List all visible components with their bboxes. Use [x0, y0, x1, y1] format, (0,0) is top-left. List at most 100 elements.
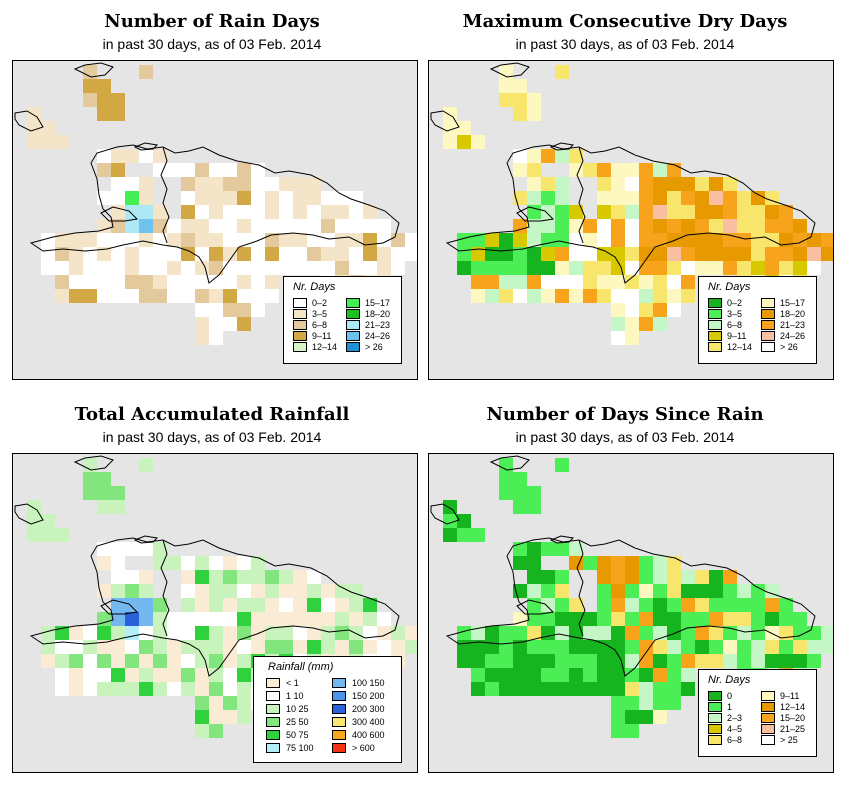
grid-cell [737, 626, 751, 640]
legend-label: 0 [727, 691, 733, 701]
grid-cell [195, 219, 209, 233]
grid-cell [541, 233, 555, 247]
grid-cell [695, 584, 709, 598]
grid-cell [223, 177, 237, 191]
grid-cell [349, 219, 363, 233]
grid-cell [209, 626, 223, 640]
legend-swatch [708, 320, 722, 330]
grid-cell [279, 205, 293, 219]
grid-cell [377, 612, 391, 626]
grid-cell [209, 205, 223, 219]
grid-cell [167, 556, 181, 570]
grid-cell [541, 247, 555, 261]
grid-cell [279, 261, 293, 275]
grid-cell [223, 163, 237, 177]
grid-cell [667, 247, 681, 261]
grid-cell [653, 275, 667, 289]
grid-cell [125, 191, 139, 205]
cuba-tip-outline [14, 110, 44, 132]
legend-label: 15–17 [365, 298, 391, 308]
grid-cell [513, 682, 527, 696]
grid-cell [457, 654, 471, 668]
grid-cell [513, 219, 527, 233]
grid-cell [625, 612, 639, 626]
legend-swatch [708, 724, 722, 734]
grid-cell [181, 612, 195, 626]
grid-cell [237, 696, 251, 710]
grid-cell [499, 79, 513, 93]
legend-swatch [332, 704, 346, 714]
grid-cell [765, 654, 779, 668]
grid-cell [69, 233, 83, 247]
grid-cell [307, 247, 321, 261]
grid-cell [335, 191, 349, 205]
grid-cell [223, 317, 237, 331]
legend-swatch [761, 735, 775, 745]
grid-cell [765, 219, 779, 233]
grid-cell [639, 191, 653, 205]
grid-cell [209, 289, 223, 303]
grid-cell [555, 219, 569, 233]
grid-cell [237, 682, 251, 696]
grid-cell [111, 93, 125, 107]
grid-cell [499, 654, 513, 668]
grid-cell [97, 247, 111, 261]
grid-cell [765, 640, 779, 654]
grid-cell [139, 542, 153, 556]
grid-cell [597, 584, 611, 598]
grid-cell [111, 640, 125, 654]
legend-label: 25 50 [286, 717, 309, 727]
grid-cell [555, 233, 569, 247]
grid-cell [793, 247, 807, 261]
grid-cell [125, 570, 139, 584]
grid-cell [485, 233, 499, 247]
cuba-tip-outline [14, 503, 44, 525]
grid-cell [251, 219, 265, 233]
grid-cell [265, 598, 279, 612]
grid-cell [209, 275, 223, 289]
grid-cell [237, 668, 251, 682]
grid-cell [265, 275, 279, 289]
grid-cell [681, 261, 695, 275]
grid-cell [195, 205, 209, 219]
legend-swatch [293, 298, 307, 308]
grid-cell [471, 135, 485, 149]
grid-cell [237, 640, 251, 654]
grid-cell [209, 317, 223, 331]
grid-cell [639, 275, 653, 289]
grid-cell [765, 598, 779, 612]
grid-cell [167, 612, 181, 626]
grid-cell [279, 626, 293, 640]
grid-cell [597, 163, 611, 177]
grid-cell [391, 640, 405, 654]
legend-swatch [266, 691, 280, 701]
cuba-tip-outline [430, 503, 460, 525]
grid-cell [167, 275, 181, 289]
grid-cell [181, 289, 195, 303]
legend-swatch [761, 342, 775, 352]
grid-cell [569, 275, 583, 289]
grid-cell [597, 682, 611, 696]
grid-cell [723, 640, 737, 654]
grid-cell [667, 177, 681, 191]
grid-cell [639, 612, 653, 626]
grid-cell [111, 570, 125, 584]
legend-swatch [266, 704, 280, 714]
grid-cell [555, 275, 569, 289]
legend-swatch [708, 309, 722, 319]
grid-cell [111, 584, 125, 598]
grid-cell [695, 612, 709, 626]
grid-cell [709, 612, 723, 626]
grid-cell [27, 514, 41, 528]
grid-cell [125, 233, 139, 247]
grid-cell [139, 191, 153, 205]
legend-label: 6–8 [312, 320, 328, 330]
grid-cell [541, 612, 555, 626]
grid-cell [321, 191, 335, 205]
grid-cell [181, 654, 195, 668]
grid-cell [569, 682, 583, 696]
grid-cell [807, 247, 821, 261]
legend-label: 3–5 [727, 309, 743, 319]
grid-cell [695, 261, 709, 275]
grid-cell [751, 598, 765, 612]
